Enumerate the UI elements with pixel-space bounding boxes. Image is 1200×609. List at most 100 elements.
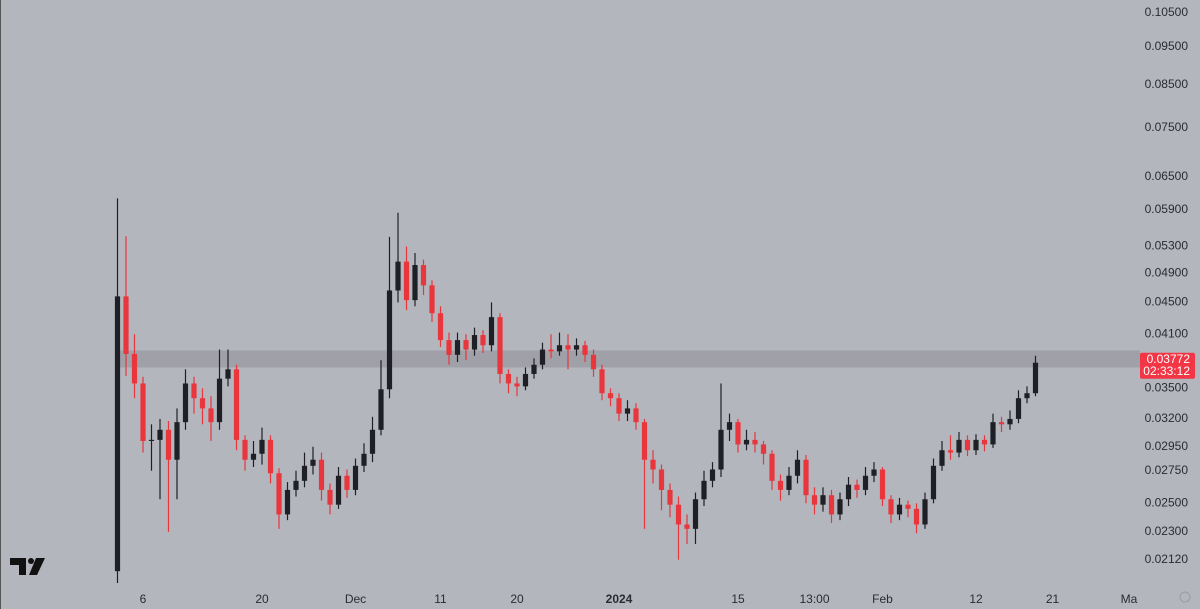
candle-body [480,335,486,346]
candle-body [990,422,996,445]
x-tick-label: 20 [510,592,524,606]
candle-body [573,345,580,350]
candle-body [267,439,274,474]
candle-body [777,480,784,490]
candle-body [437,313,444,341]
candle-body [361,453,367,466]
candle-body [743,439,750,445]
candle-body [471,335,478,350]
candle-body [845,484,852,500]
y-tick-label: 0.02300 [1145,524,1189,538]
candle-body [599,369,605,394]
candle-body [641,422,648,460]
candle-body [259,439,265,454]
candle-body [284,489,291,515]
candle-body [131,353,138,384]
candle-body [998,422,1005,425]
candle-body [327,489,333,505]
y-tick-label: 0.02750 [1145,463,1189,477]
candle-body [233,369,240,440]
countdown-label: 02:33:12 [1143,364,1190,378]
candle-body [607,393,614,399]
candle-body [650,459,656,470]
candle-body [760,444,767,454]
candle-body [531,364,537,374]
candle-body [242,439,248,460]
last-price-label: 0.03772 [1147,352,1191,366]
candle-body [820,495,826,505]
tradingview-logo [10,558,45,575]
candle-body [446,340,452,355]
y-tick-label: 0.07500 [1145,120,1189,134]
candle-body [412,265,418,301]
candle-body [718,429,724,470]
x-tick-label: 13:00 [799,592,829,606]
x-tick-label: 2024 [606,592,633,606]
candle-body [1032,362,1039,394]
y-tick-label: 0.04100 [1145,326,1189,340]
candle-body [522,373,529,387]
y-tick-label: 0.03500 [1145,380,1189,394]
candle-body [981,439,988,445]
candle-body [905,504,911,509]
candle-body [386,290,393,390]
y-tick-label: 0.02950 [1145,439,1189,453]
x-tick-label: Ma [1121,592,1138,606]
candle-body [420,265,427,286]
candle-body [216,378,223,423]
candle-body [896,504,903,515]
candle-body [403,261,410,301]
x-tick-label: 20 [255,592,269,606]
y-tick-label: 0.06500 [1145,169,1189,183]
scroll-icon[interactable] [1179,591,1191,603]
candle-body [369,429,376,454]
candle-body [930,465,937,500]
candle-body [148,439,155,441]
candle-body [624,408,631,414]
candle-body [318,459,325,490]
candle-body [726,422,733,430]
y-tick-label: 0.02500 [1145,495,1189,509]
candle-body [174,422,180,460]
candle-body [658,469,665,490]
candle-body [182,383,189,423]
candle-body [854,484,860,490]
candle-body [616,398,622,414]
candle-body [395,261,401,291]
y-tick-label: 0.03200 [1145,411,1189,425]
y-tick-label: 0.04900 [1145,265,1189,279]
candle-body [301,465,308,481]
candle-body [769,453,775,481]
candle-body [1007,418,1013,425]
candle-body [811,495,818,505]
candle-body [565,345,571,350]
candle-body [225,369,231,379]
candle-body [1015,398,1022,419]
candle-body [709,469,716,481]
candle-body [828,495,835,515]
candle-body [947,450,954,453]
candle-body [310,459,316,466]
candle-body [505,373,512,384]
x-tick-label: Feb [872,592,893,606]
candle-body [582,345,588,355]
x-tick-label: Dec [345,592,366,606]
x-tick-label: 12 [969,592,983,606]
candle-body [335,475,342,505]
candle-body [871,469,877,476]
y-tick-label: 0.08500 [1145,77,1189,91]
candle-body [803,459,809,496]
candle-body [165,429,172,460]
candle-body [276,473,282,515]
candle-body [548,349,554,352]
y-tick-label: 0.05300 [1145,239,1189,253]
y-tick-label: 0.10500 [1145,5,1189,19]
y-tick-label: 0.09500 [1145,39,1189,53]
highlight-band [116,350,1140,368]
candle-body [752,439,758,445]
candle-body [922,499,928,525]
candle-body [123,296,129,354]
candle-body [488,317,495,346]
candle-body [454,340,461,355]
